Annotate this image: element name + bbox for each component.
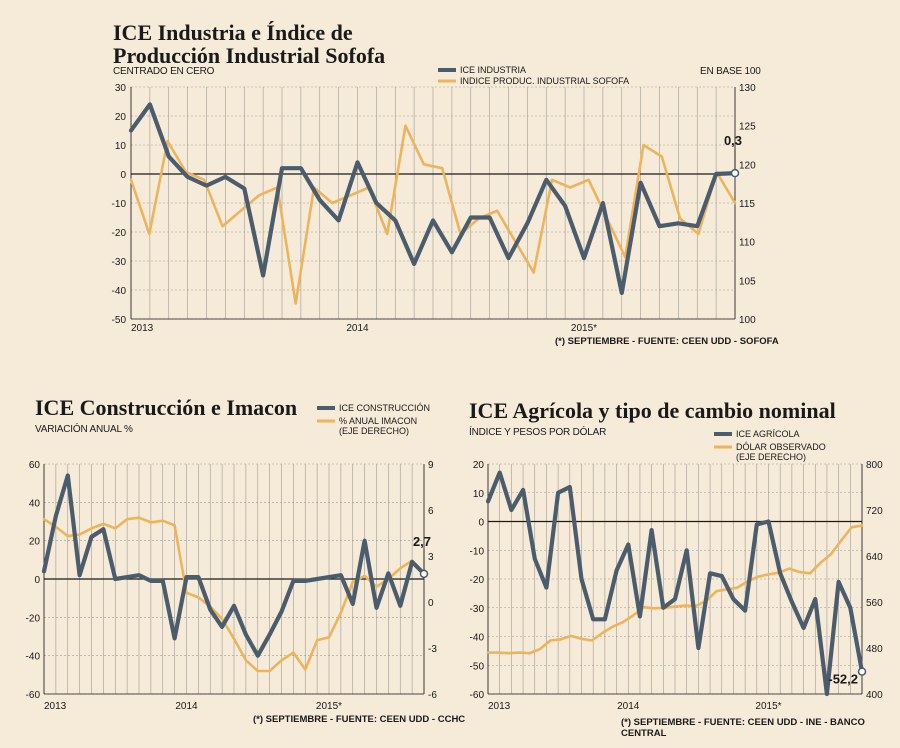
right-tick-label: 800: [866, 460, 883, 471]
series-line-ice: [41, 473, 427, 658]
chart-construccion: 60 40 20 0 -20 -40 -60 9 6 3 0 -3 -6 2013 2014 2015* 2,7…: [26, 403, 438, 712]
left-tick-label: 30: [115, 83, 127, 94]
left-tick-label: -20: [112, 228, 127, 239]
left-tick-label: -40: [470, 633, 485, 644]
chart3-source: (*) SEPTIEMBRE - FUENTE: CEEN UDD - INE …: [621, 717, 865, 739]
legend-secondary: DÓLAR OBSERVADO(EJE DERECHO): [714, 442, 826, 462]
right-tick-label: 720: [866, 506, 883, 517]
chart1-title: ICE Industria e Índice de Producción Ind…: [113, 21, 385, 67]
chart2-source: (*) SEPTIEMBRE - FUENTE: CEEN UDD - CCHC: [253, 714, 466, 725]
right-tick-label: 400: [866, 690, 883, 701]
left-tick-label: 20: [115, 112, 127, 123]
chart1-title-line1: ICE Industria e Índice de: [113, 20, 353, 45]
legend-ice: ICE AGRÍCOLA: [714, 429, 800, 439]
left-tick-label: -60: [470, 690, 485, 701]
series-line-ice: [128, 102, 738, 295]
right-tick-label: 130: [739, 83, 756, 94]
chart1-title-line2: Producción Industrial Sofofa: [113, 43, 386, 68]
left-tick-label: -60: [26, 690, 41, 701]
left-tick-label: -10: [112, 199, 127, 210]
left-tick-label: -10: [470, 546, 485, 557]
left-tick-label: -40: [112, 286, 127, 297]
right-tick-label: 3: [428, 552, 434, 563]
annotation-marker: [857, 667, 867, 676]
right-tick-label: 110: [739, 238, 755, 249]
legend-label-secondary: DÓLAR OBSERVADO: [736, 442, 826, 452]
left-tick-label: 20: [29, 537, 41, 548]
legend-ice: ICE CONSTRUCCIÓN: [317, 403, 430, 413]
left-tick-label: -20: [470, 575, 485, 586]
legend-secondary: % ANUAL IMACON(EJE DERECHO): [317, 416, 417, 436]
series-line-secondary: [486, 524, 864, 655]
right-tick-label: 480: [866, 644, 883, 655]
x-tick-label: 2013: [44, 701, 67, 712]
right-tick-label: 0: [428, 598, 434, 609]
chart2-title: ICE Construcción e Imacon: [35, 395, 298, 420]
x-tick-label: 2013: [131, 323, 154, 334]
legend-label-ice: ICE CONSTRUCCIÓN: [339, 403, 430, 413]
chart3-left-axis-note: ÍNDICE Y PESOS POR DÓLAR: [469, 427, 607, 438]
left-tick-label: -50: [112, 315, 127, 326]
legend-label-secondary: INDICE PRODUC. INDUSTRIAL SOFOFA: [460, 76, 629, 86]
right-tick-label: 120: [739, 160, 756, 171]
legend-secondary: INDICE PRODUC. INDUSTRIAL SOFOFA: [438, 76, 629, 86]
left-tick-label: 10: [115, 141, 127, 152]
annotation-label: 0,3: [724, 133, 742, 148]
series-line-secondary: [129, 124, 737, 305]
left-tick-label: -40: [26, 652, 41, 663]
legend-label-ice: ICE AGRÍCOLA: [736, 429, 800, 439]
left-tick-label: 0: [478, 518, 484, 529]
left-tick-label: 40: [29, 498, 41, 509]
left-tick-label: 0: [34, 575, 40, 586]
right-tick-label: 125: [739, 122, 756, 133]
right-tick-label: 105: [739, 276, 756, 287]
right-tick-label: 9: [428, 460, 434, 471]
x-tick-label: 2015*: [316, 701, 342, 712]
left-tick-label: 60: [29, 460, 41, 471]
right-tick-label: 560: [866, 598, 883, 609]
annotation-marker: [730, 168, 740, 178]
legend-label-secondary: % ANUAL IMACON: [339, 416, 417, 426]
chart2-left-axis-note: VARIACIÓN ANUAL %: [35, 424, 133, 435]
annotation-label: -52,2: [828, 672, 858, 687]
chart1-left-axis-note: CENTRADO EN CERO: [113, 66, 215, 77]
x-tick-label: 2015*: [571, 323, 597, 334]
series-line-secondary: [42, 516, 414, 673]
x-tick-label: 2015*: [755, 701, 781, 712]
left-tick-label: -30: [470, 604, 485, 615]
left-tick-label: -30: [112, 257, 127, 268]
chart-agricola: 20 10 0 -10 -20 -30 -40 -50 -60 800 720 640 560 480 40…: [470, 429, 884, 712]
chart1-source: (*) SEPTIEMBRE - FUENTE: CEEN UDD - SOFO…: [555, 336, 779, 347]
right-tick-label: 6: [428, 506, 434, 517]
x-tick-label: 2013: [488, 701, 511, 712]
series-line-ice: [485, 470, 865, 697]
legend-label-secondary-note: (EJE DERECHO): [339, 426, 409, 436]
right-tick-label: -6: [428, 690, 437, 701]
right-tick-label: 100: [739, 315, 756, 326]
x-tick-label: 2014: [175, 701, 198, 712]
annotation-label: 2,7: [413, 534, 431, 549]
left-tick-label: -20: [26, 613, 41, 624]
left-tick-label: 10: [473, 489, 485, 500]
annotation-marker: [419, 569, 429, 579]
chart-industria: 3020100-10-20-30-40-50130125120115110105…: [112, 65, 757, 334]
left-tick-label: 20: [473, 460, 485, 471]
chart3-title: ICE Agrícola y tipo de cambio nominal: [469, 398, 836, 423]
x-tick-label: 2014: [617, 701, 640, 712]
right-tick-label: 640: [866, 552, 883, 563]
legend-label-secondary-note: (EJE DERECHO): [736, 452, 806, 462]
legend-ice: ICE INDUSTRIA: [438, 65, 526, 75]
left-tick-label: -50: [470, 661, 485, 672]
right-tick-label: -3: [428, 644, 437, 655]
chart1-right-axis-note: EN BASE 100: [700, 66, 761, 77]
left-tick-label: 0: [120, 170, 126, 181]
legend-label-ice: ICE INDUSTRIA: [460, 65, 526, 75]
right-tick-label: 115: [739, 199, 755, 210]
x-tick-label: 2014: [346, 323, 369, 334]
